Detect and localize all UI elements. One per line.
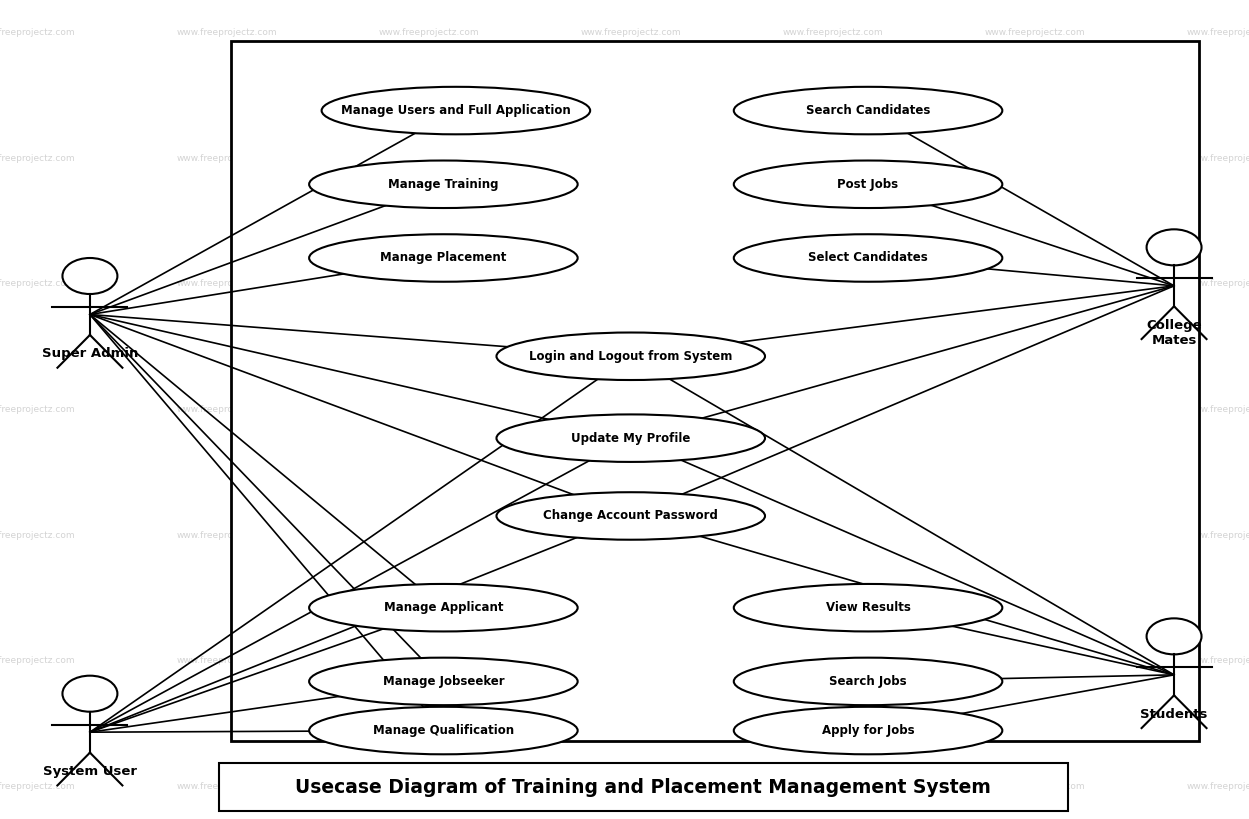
Bar — [219, 763, 1068, 811]
Text: Apply for Jobs: Apply for Jobs — [822, 724, 914, 737]
Text: www.freeprojectz.com: www.freeprojectz.com — [984, 656, 1085, 665]
Text: Search Jobs: Search Jobs — [829, 675, 907, 688]
Ellipse shape — [733, 658, 1002, 705]
Text: Manage Placement: Manage Placement — [380, 251, 507, 265]
Text: www.freeprojectz.com: www.freeprojectz.com — [1187, 782, 1249, 790]
Text: www.freeprojectz.com: www.freeprojectz.com — [782, 154, 883, 163]
Text: Update My Profile: Update My Profile — [571, 432, 691, 445]
Text: www.freeprojectz.com: www.freeprojectz.com — [378, 782, 480, 790]
Text: www.freeprojectz.com: www.freeprojectz.com — [176, 531, 277, 540]
Text: Login and Logout from System: Login and Logout from System — [530, 350, 732, 363]
Text: Change Account Password: Change Account Password — [543, 509, 718, 523]
Text: www.freeprojectz.com: www.freeprojectz.com — [984, 531, 1085, 540]
Text: www.freeprojectz.com: www.freeprojectz.com — [0, 154, 75, 163]
Ellipse shape — [309, 658, 577, 705]
Text: Super Admin: Super Admin — [41, 347, 139, 360]
Text: Post Jobs: Post Jobs — [838, 178, 898, 191]
Text: www.freeprojectz.com: www.freeprojectz.com — [782, 656, 883, 665]
Ellipse shape — [309, 161, 577, 208]
Text: www.freeprojectz.com: www.freeprojectz.com — [378, 531, 480, 540]
Text: www.freeprojectz.com: www.freeprojectz.com — [1187, 531, 1249, 540]
Text: www.freeprojectz.com: www.freeprojectz.com — [782, 279, 883, 288]
Text: www.freeprojectz.com: www.freeprojectz.com — [378, 279, 480, 288]
Text: www.freeprojectz.com: www.freeprojectz.com — [378, 154, 480, 163]
Ellipse shape — [62, 676, 117, 712]
Ellipse shape — [496, 414, 764, 462]
Text: www.freeprojectz.com: www.freeprojectz.com — [581, 279, 681, 288]
Text: Manage Jobseeker: Manage Jobseeker — [382, 675, 505, 688]
Text: www.freeprojectz.com: www.freeprojectz.com — [0, 531, 75, 540]
Text: System User: System User — [42, 765, 137, 778]
Text: www.freeprojectz.com: www.freeprojectz.com — [984, 782, 1085, 790]
Text: www.freeprojectz.com: www.freeprojectz.com — [984, 29, 1085, 37]
Text: www.freeprojectz.com: www.freeprojectz.com — [782, 782, 883, 790]
Text: www.freeprojectz.com: www.freeprojectz.com — [1187, 405, 1249, 414]
Text: www.freeprojectz.com: www.freeprojectz.com — [378, 656, 480, 665]
Text: www.freeprojectz.com: www.freeprojectz.com — [176, 782, 277, 790]
Text: www.freeprojectz.com: www.freeprojectz.com — [176, 154, 277, 163]
Text: www.freeprojectz.com: www.freeprojectz.com — [581, 656, 681, 665]
Text: www.freeprojectz.com: www.freeprojectz.com — [176, 29, 277, 37]
Text: College
Mates: College Mates — [1147, 319, 1202, 346]
Text: Manage Applicant: Manage Applicant — [383, 601, 503, 614]
Text: www.freeprojectz.com: www.freeprojectz.com — [176, 279, 277, 288]
Text: www.freeprojectz.com: www.freeprojectz.com — [1187, 154, 1249, 163]
Text: Usecase Diagram of Training and Placement Management System: Usecase Diagram of Training and Placemen… — [295, 777, 992, 797]
Ellipse shape — [496, 492, 764, 540]
Text: www.freeprojectz.com: www.freeprojectz.com — [581, 29, 681, 37]
Text: Select Candidates: Select Candidates — [808, 251, 928, 265]
Text: www.freeprojectz.com: www.freeprojectz.com — [0, 29, 75, 37]
Text: www.freeprojectz.com: www.freeprojectz.com — [0, 279, 75, 288]
Ellipse shape — [733, 234, 1002, 282]
Text: www.freeprojectz.com: www.freeprojectz.com — [176, 405, 277, 414]
Text: Students: Students — [1140, 708, 1208, 721]
Text: www.freeprojectz.com: www.freeprojectz.com — [581, 405, 681, 414]
Text: www.freeprojectz.com: www.freeprojectz.com — [581, 782, 681, 790]
Text: www.freeprojectz.com: www.freeprojectz.com — [782, 531, 883, 540]
Text: www.freeprojectz.com: www.freeprojectz.com — [1187, 656, 1249, 665]
Text: Search Candidates: Search Candidates — [806, 104, 931, 117]
Text: www.freeprojectz.com: www.freeprojectz.com — [782, 405, 883, 414]
Text: www.freeprojectz.com: www.freeprojectz.com — [378, 29, 480, 37]
Ellipse shape — [733, 707, 1002, 754]
Ellipse shape — [733, 87, 1002, 134]
Ellipse shape — [309, 707, 577, 754]
Text: www.freeprojectz.com: www.freeprojectz.com — [1187, 279, 1249, 288]
Ellipse shape — [322, 87, 590, 134]
Text: Manage Users and Full Application: Manage Users and Full Application — [341, 104, 571, 117]
Text: www.freeprojectz.com: www.freeprojectz.com — [984, 279, 1085, 288]
Text: www.freeprojectz.com: www.freeprojectz.com — [176, 656, 277, 665]
Ellipse shape — [309, 234, 577, 282]
Text: www.freeprojectz.com: www.freeprojectz.com — [1187, 29, 1249, 37]
Ellipse shape — [309, 584, 577, 631]
Text: www.freeprojectz.com: www.freeprojectz.com — [581, 531, 681, 540]
Ellipse shape — [733, 584, 1002, 631]
Bar — [231, 41, 1199, 741]
Text: www.freeprojectz.com: www.freeprojectz.com — [581, 154, 681, 163]
Text: Manage Training: Manage Training — [388, 178, 498, 191]
Text: View Results: View Results — [826, 601, 911, 614]
Text: www.freeprojectz.com: www.freeprojectz.com — [0, 405, 75, 414]
Ellipse shape — [62, 258, 117, 294]
Ellipse shape — [1147, 229, 1202, 265]
Text: Manage Qualification: Manage Qualification — [373, 724, 513, 737]
Ellipse shape — [496, 333, 764, 380]
Text: www.freeprojectz.com: www.freeprojectz.com — [378, 405, 480, 414]
Text: www.freeprojectz.com: www.freeprojectz.com — [782, 29, 883, 37]
Text: www.freeprojectz.com: www.freeprojectz.com — [0, 656, 75, 665]
Text: www.freeprojectz.com: www.freeprojectz.com — [984, 405, 1085, 414]
Ellipse shape — [733, 161, 1002, 208]
Ellipse shape — [1147, 618, 1202, 654]
Text: www.freeprojectz.com: www.freeprojectz.com — [984, 154, 1085, 163]
Text: www.freeprojectz.com: www.freeprojectz.com — [0, 782, 75, 790]
